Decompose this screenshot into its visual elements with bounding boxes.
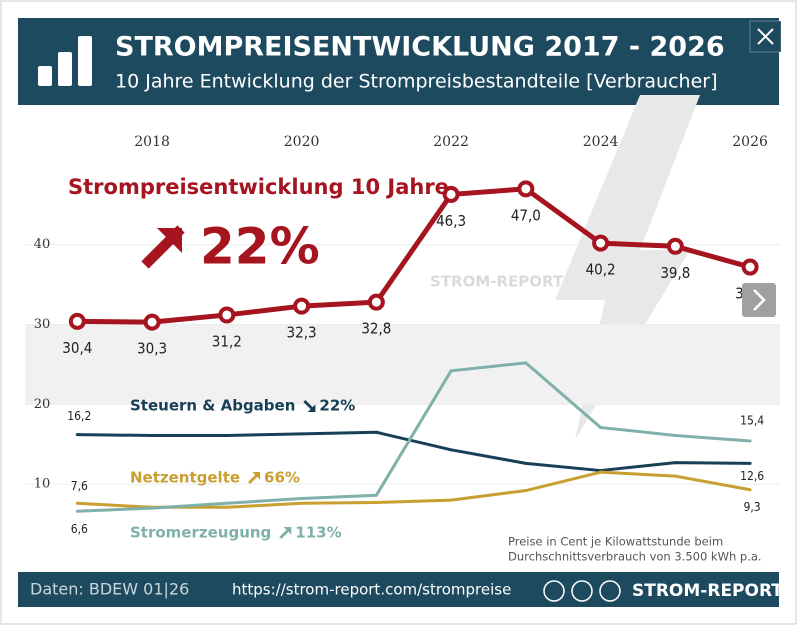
url: https://strom-report.com/strompreise bbox=[232, 581, 511, 599]
point bbox=[68, 312, 86, 330]
y-tick-label: 30 bbox=[34, 317, 51, 332]
point bbox=[524, 461, 528, 465]
next-button[interactable] bbox=[742, 283, 776, 317]
lightning-watermark bbox=[555, 95, 700, 440]
watermark: STROM-REPORT bbox=[430, 273, 564, 291]
point bbox=[300, 497, 304, 500]
point bbox=[524, 361, 528, 365]
value-label: 46,3 bbox=[436, 212, 466, 230]
point bbox=[748, 439, 752, 443]
value-label: 39,8 bbox=[660, 264, 690, 282]
value-label: 16,2 bbox=[67, 409, 91, 423]
footer bbox=[18, 572, 779, 607]
legend-label: Stromerzeugung bbox=[130, 524, 271, 542]
point bbox=[218, 306, 236, 324]
point bbox=[374, 500, 378, 504]
value-label: 7,6 bbox=[71, 479, 88, 493]
legend-change: 22% bbox=[200, 218, 320, 276]
point bbox=[517, 180, 535, 198]
x-tick-label: 2026 bbox=[732, 134, 768, 150]
arrow-head bbox=[157, 228, 182, 253]
point bbox=[592, 234, 610, 252]
point bbox=[599, 470, 603, 474]
point bbox=[449, 498, 453, 502]
point bbox=[673, 461, 677, 465]
point bbox=[374, 493, 378, 497]
value-label: 6,6 bbox=[71, 522, 88, 536]
value-label: 31,2 bbox=[212, 332, 242, 350]
legend-change: 113% bbox=[295, 524, 341, 542]
point bbox=[225, 505, 229, 509]
title: STROMPREISENTWICKLUNG 2017 - 2026 bbox=[115, 32, 725, 63]
point bbox=[367, 293, 385, 311]
x-tick-label: 2020 bbox=[284, 134, 320, 150]
point bbox=[150, 506, 154, 510]
point bbox=[673, 474, 677, 478]
y-tick-label: 20 bbox=[34, 397, 51, 412]
point bbox=[449, 369, 453, 373]
trend-arrow bbox=[141, 225, 185, 269]
point bbox=[748, 461, 752, 465]
legend-change: 66% bbox=[264, 469, 300, 487]
point bbox=[442, 185, 460, 203]
series-line bbox=[77, 470, 751, 509]
legend-label: Steuern & Abgaben bbox=[130, 397, 295, 415]
point bbox=[75, 433, 79, 437]
legend-label: Strompreisentwicklung 10 Jahre bbox=[68, 175, 449, 199]
point bbox=[524, 489, 528, 493]
value-label: 15,4 bbox=[740, 414, 764, 428]
point bbox=[225, 433, 229, 437]
x-tick-label: 2022 bbox=[433, 134, 469, 150]
point bbox=[599, 425, 603, 429]
point bbox=[748, 488, 752, 492]
value-label: 9,3 bbox=[744, 500, 761, 514]
arrow-head bbox=[252, 472, 261, 480]
y-tick-label: 10 bbox=[34, 477, 51, 492]
trend-arrow bbox=[303, 399, 316, 413]
note: Durchschnittsverbrauch von 3.500 kWh p.a… bbox=[508, 550, 762, 564]
note: Preise in Cent je Kilowattstunde beim bbox=[508, 535, 723, 549]
point bbox=[293, 297, 311, 315]
x-tick-label: 2018 bbox=[134, 134, 170, 150]
trend-arrow bbox=[248, 471, 261, 485]
point bbox=[75, 501, 79, 505]
value-label: 32,3 bbox=[287, 324, 317, 342]
point bbox=[449, 448, 453, 452]
value-label: 47,0 bbox=[511, 206, 541, 224]
value-label: 30,3 bbox=[137, 340, 167, 358]
arrow-head bbox=[307, 404, 316, 412]
logo-icon bbox=[38, 36, 92, 86]
subtitle: 10 Jahre Entwicklung der Strompreisbesta… bbox=[115, 71, 717, 93]
series-line bbox=[77, 186, 751, 325]
value-label: 30,4 bbox=[62, 339, 92, 357]
y-tick-label: 40 bbox=[34, 237, 51, 252]
close-button[interactable] bbox=[749, 20, 782, 53]
point bbox=[150, 433, 154, 437]
brand: STROM-REPORT bbox=[632, 581, 783, 601]
x-tick-label: 2024 bbox=[583, 134, 619, 150]
value-label: 32,8 bbox=[361, 320, 391, 338]
point bbox=[300, 501, 304, 505]
point bbox=[741, 258, 759, 276]
legend-change: 22% bbox=[319, 397, 355, 415]
value-label: 40,2 bbox=[586, 261, 616, 279]
trend-arrow bbox=[279, 526, 292, 540]
arrow-head bbox=[283, 527, 292, 535]
point bbox=[300, 432, 304, 436]
point bbox=[75, 509, 79, 513]
point bbox=[666, 237, 684, 255]
series-line bbox=[77, 430, 751, 473]
point bbox=[225, 501, 229, 505]
point bbox=[143, 313, 161, 331]
grid-band bbox=[25, 324, 780, 405]
value-label: 12,6 bbox=[740, 469, 764, 483]
license-icons bbox=[543, 580, 621, 602]
header bbox=[18, 18, 779, 105]
point bbox=[374, 430, 378, 434]
point bbox=[673, 433, 677, 437]
source: Daten: BDEW 01|26 bbox=[30, 580, 189, 599]
series-line bbox=[77, 361, 751, 513]
legend-label: Netzentgelte bbox=[130, 469, 240, 487]
